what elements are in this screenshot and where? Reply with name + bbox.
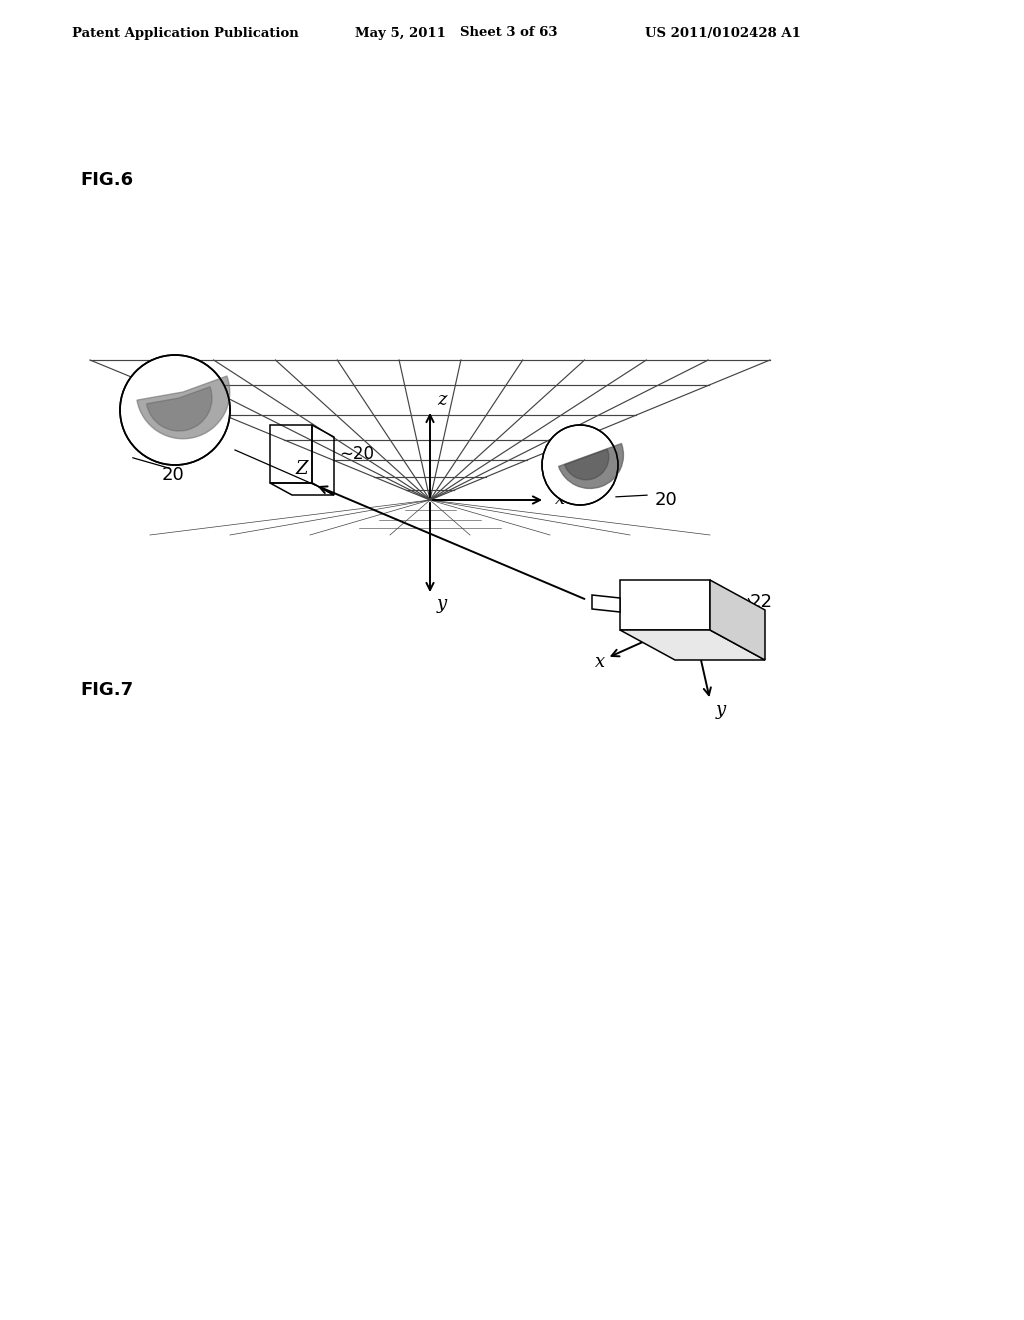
Wedge shape xyxy=(146,387,212,432)
Text: Patent Application Publication: Patent Application Publication xyxy=(72,26,299,40)
Text: y: y xyxy=(716,701,726,719)
Text: 20: 20 xyxy=(162,466,184,484)
Ellipse shape xyxy=(120,355,230,465)
Wedge shape xyxy=(137,376,229,438)
Polygon shape xyxy=(592,595,620,612)
Wedge shape xyxy=(558,444,624,488)
Text: May 5, 2011: May 5, 2011 xyxy=(355,26,445,40)
Text: z: z xyxy=(437,391,446,409)
Text: 20: 20 xyxy=(655,491,678,510)
Wedge shape xyxy=(564,449,609,479)
Polygon shape xyxy=(620,579,710,630)
Text: ∼20: ∼20 xyxy=(339,445,374,463)
Text: FIG.6: FIG.6 xyxy=(80,172,133,189)
Text: Z: Z xyxy=(295,459,307,478)
Text: FIG.7: FIG.7 xyxy=(80,681,133,700)
Polygon shape xyxy=(710,579,765,660)
Text: 22: 22 xyxy=(750,593,773,611)
Text: y: y xyxy=(437,595,447,612)
Polygon shape xyxy=(620,630,765,660)
Text: x: x xyxy=(555,490,565,508)
Ellipse shape xyxy=(542,425,618,506)
Text: US 2011/0102428 A1: US 2011/0102428 A1 xyxy=(645,26,801,40)
Text: Sheet 3 of 63: Sheet 3 of 63 xyxy=(460,26,557,40)
Text: x: x xyxy=(595,653,605,671)
